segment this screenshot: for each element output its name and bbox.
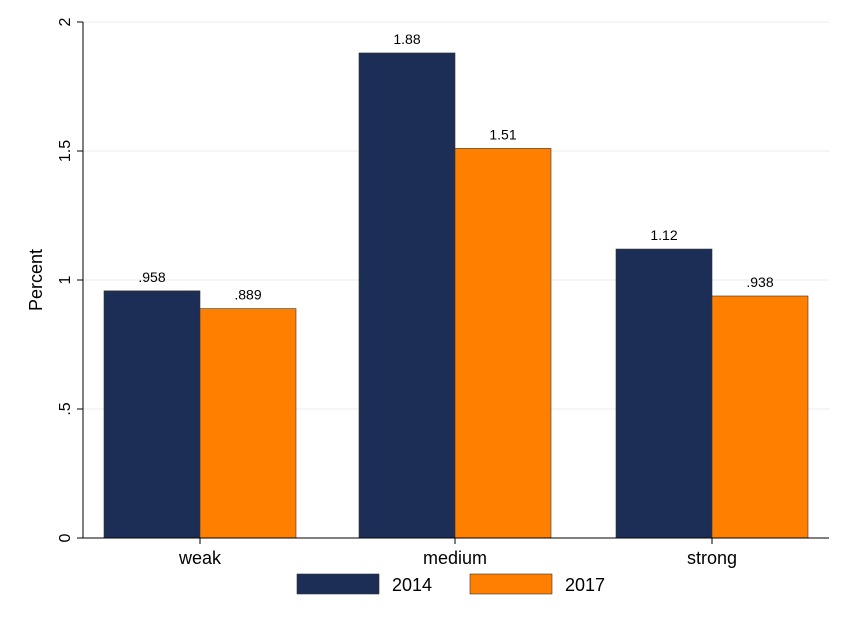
legend: 2014 2017: [296, 573, 605, 595]
legend-label: 2014: [392, 575, 432, 595]
bar-weak-2014: [103, 290, 201, 539]
bar-value-labels: .958 .889 1.88 1.51 1.12 .938: [138, 31, 773, 303]
bar-value-label: 1.51: [489, 126, 516, 142]
bar-strong-2014: [615, 248, 713, 539]
y-axis-title: Percent: [26, 249, 46, 311]
category-labels: weak medium strong: [178, 538, 737, 568]
bar-value-label: .889: [234, 287, 261, 303]
y-tick-label: 2: [57, 17, 74, 26]
bar-strong-2017: [711, 295, 809, 539]
legend-label: 2017: [565, 575, 605, 595]
y-tick-label: 1.5: [57, 140, 74, 162]
category-label: weak: [178, 548, 222, 568]
bar-medium-2014: [358, 52, 456, 539]
bar-value-label: .938: [746, 274, 773, 290]
bar-value-label: 1.12: [650, 227, 677, 243]
y-tick-label: 1: [57, 275, 74, 284]
y-tick-label: 0: [57, 533, 74, 542]
category-label: strong: [687, 548, 737, 568]
legend-swatch-2014: [296, 573, 380, 595]
category-label: medium: [423, 548, 487, 568]
bars: [103, 52, 809, 539]
bar-medium-2017: [454, 148, 552, 539]
y-tick-label: .5: [57, 402, 74, 415]
y-ticks: 0 .5 1 1.5 2: [57, 17, 83, 542]
bar-weak-2017: [199, 308, 297, 539]
bar-value-label: 1.88: [393, 31, 420, 47]
legend-swatch-2017: [469, 573, 553, 595]
bar-value-label: .958: [138, 269, 165, 285]
